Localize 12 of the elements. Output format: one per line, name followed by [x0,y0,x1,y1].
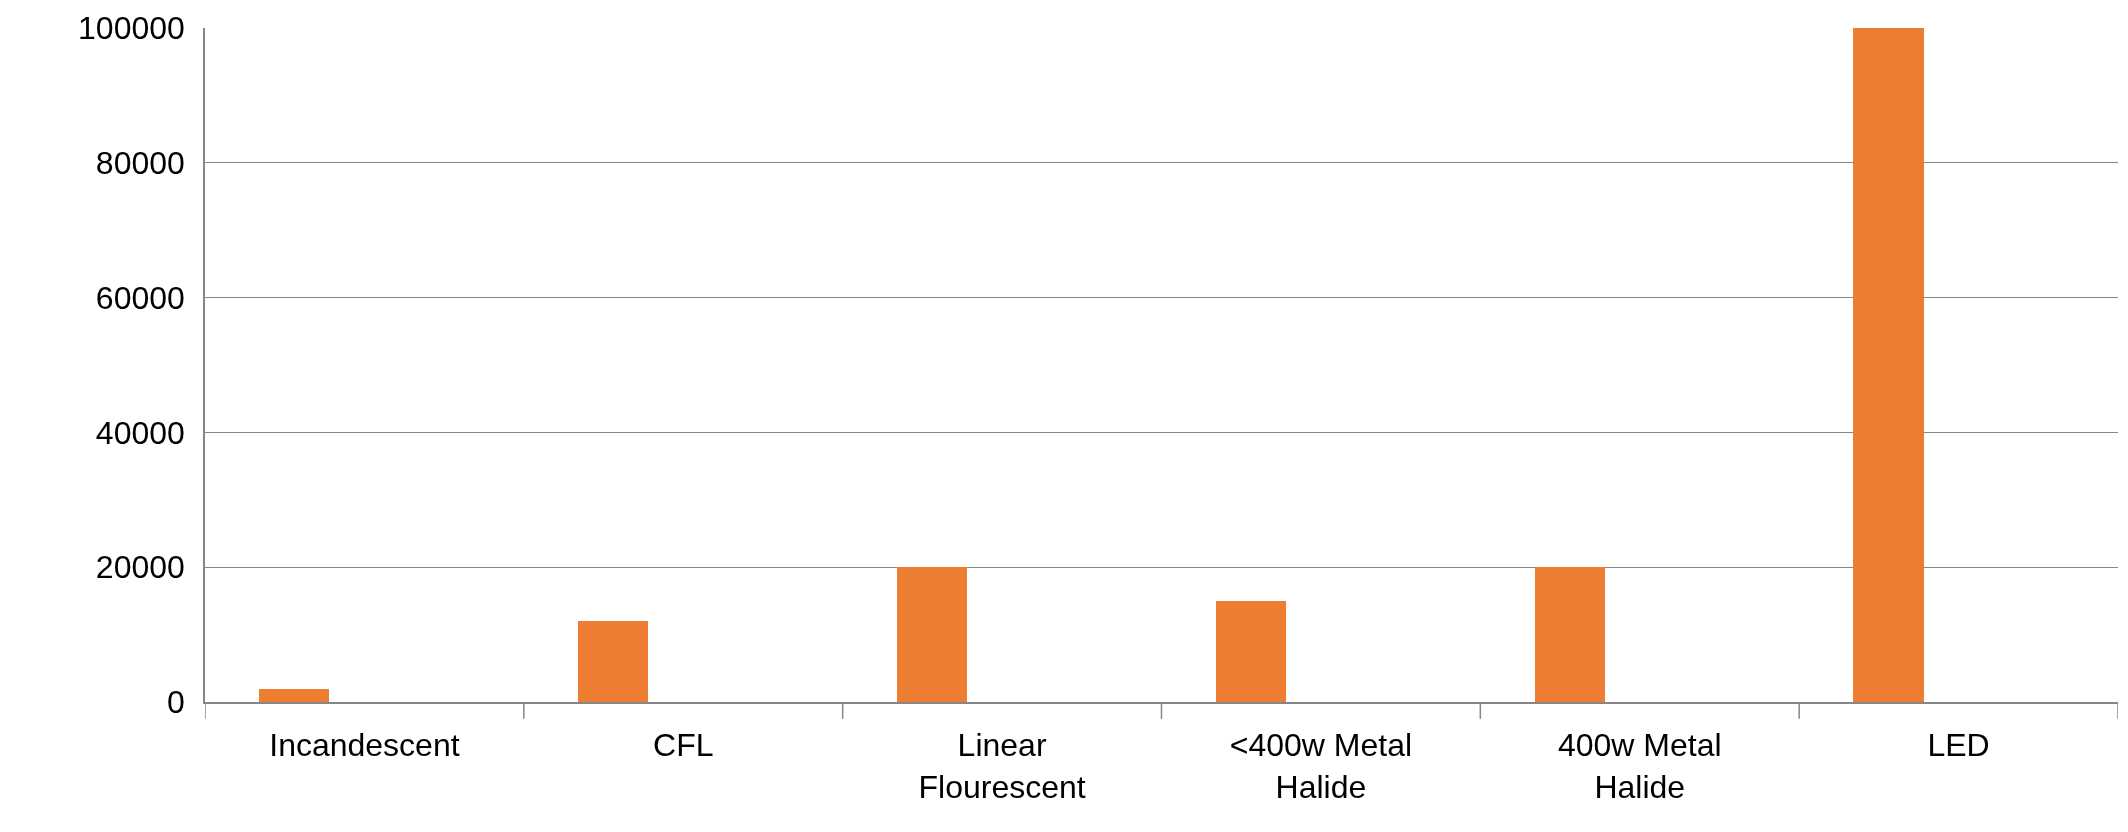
x-tick-label: CFL [653,727,714,764]
x-tick-label: LED [1927,727,1990,764]
x-tick-label: Incandescent [269,727,460,764]
x-tick-label: Linear Flourescent [918,727,1086,805]
y-tick-label: 0 [167,684,185,721]
y-tick-label: 80000 [95,145,185,181]
y-tick-label: 20000 [95,549,185,586]
y-tick-label: 40000 [95,414,185,451]
x-tick-label: <400w Metal Halide [1229,727,1413,805]
y-tick-label: 60000 [95,279,185,316]
x-tick-label: 400w Metal Halide [1557,727,1722,805]
y-tick-label: 100000 [78,10,185,47]
